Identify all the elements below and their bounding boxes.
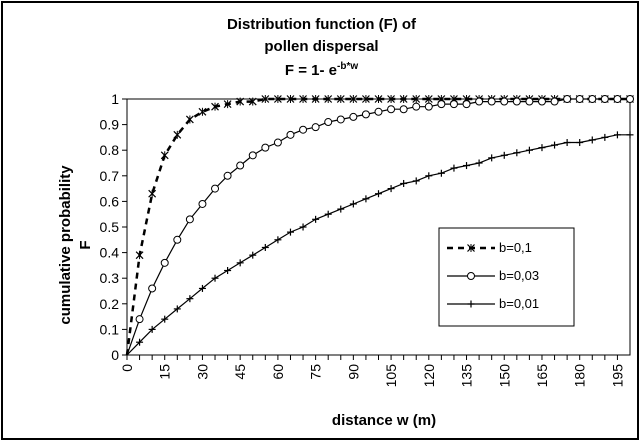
marker-circle	[349, 112, 358, 121]
marker-circle	[588, 95, 597, 103]
marker-circle	[399, 105, 408, 114]
marker-circle	[537, 97, 546, 106]
marker-circle	[374, 107, 383, 116]
x-tick-label: 120	[421, 364, 437, 388]
legend-entry-3: b=0,01	[447, 296, 539, 311]
legend: b=0,1 b=0,03 b=0,01	[438, 227, 575, 327]
marker-circle	[273, 138, 282, 147]
x-tick-label: 75	[308, 364, 324, 380]
marker-circle	[324, 118, 333, 127]
marker-circle	[286, 130, 295, 139]
x-tick-label: 30	[194, 364, 210, 380]
x-tick-label: 45	[232, 364, 248, 380]
legend-entry-2: b=0,03	[447, 268, 539, 283]
x-axis-title: distance w (m)	[332, 412, 436, 429]
marker-circle	[236, 161, 245, 170]
y-tick-label: 0.7	[100, 168, 120, 184]
x-tick-label: 105	[383, 364, 399, 388]
formula-exponent: -b*w	[337, 61, 359, 72]
y-tick-label: 0.9	[100, 117, 120, 133]
marker-circle	[148, 284, 157, 293]
marker-circle	[311, 123, 320, 132]
marker-circle	[462, 100, 471, 109]
y-tick-label: 0.5	[100, 219, 120, 235]
x-tick-label: 60	[270, 364, 286, 380]
marker-circle	[437, 100, 446, 109]
marker-circle	[500, 97, 509, 106]
x-tick-label: 15	[157, 364, 173, 380]
marker-circle	[512, 97, 521, 106]
marker-circle	[424, 102, 433, 111]
y-tick-label: 0.1	[100, 321, 120, 337]
legend-box	[438, 227, 575, 327]
marker-circle	[160, 258, 169, 267]
marker-circle	[135, 315, 144, 324]
y-tick-label: 1	[111, 91, 119, 107]
legend-entry-1: b=0,1	[447, 240, 532, 255]
marker-circle	[525, 97, 534, 106]
y-axis-title-line1: cumulative probability	[57, 165, 74, 325]
marker-circle	[223, 171, 232, 180]
y-tick-label: 0	[111, 347, 119, 363]
legend-label: b=0,03	[499, 268, 539, 283]
marker-circle	[299, 125, 308, 134]
y-tick-label: 0.3	[100, 270, 120, 286]
x-tick-label: 135	[459, 364, 475, 388]
marker-circle	[467, 272, 475, 280]
chart-title-line1: Distribution function (F) of	[226, 16, 417, 33]
axes: 0 0.1 0.2 0.3 0.4 0.5 0.6 0.7 0.8 0.9 1 0 15 30 45 60 75…	[100, 91, 631, 388]
y-tick-label: 0.4	[100, 245, 120, 261]
legend-label: b=0,1	[499, 240, 532, 255]
marker-circle	[575, 95, 584, 103]
marker-circle	[173, 235, 182, 244]
marker-circle	[211, 184, 220, 193]
marker-circle	[449, 100, 458, 109]
x-tick-label: 90	[345, 364, 361, 380]
marker-circle	[626, 95, 634, 103]
marker-circle	[198, 199, 207, 208]
marker-circle	[248, 151, 257, 160]
x-tick-label: 150	[496, 364, 512, 388]
chart-formula: F = 1- e-b*w	[0, 61, 643, 79]
series-group	[125, 95, 634, 356]
x-tick-label: 180	[572, 364, 588, 388]
chart-title-line2: pollen dispersal	[264, 38, 379, 55]
x-tick-label: 165	[534, 364, 550, 388]
marker-circle	[600, 95, 609, 103]
y-tick-label: 0.6	[100, 193, 120, 209]
marker-circle	[185, 215, 194, 224]
y-axis-title-line2: F	[77, 240, 94, 249]
marker-circle	[261, 143, 270, 152]
y-tick-label: 0.2	[100, 296, 120, 312]
marker-circle	[563, 95, 572, 103]
formula-prefix: F = 1- e	[284, 62, 337, 79]
marker-circle	[361, 110, 370, 119]
marker-circle	[550, 97, 559, 106]
marker-circle	[336, 115, 345, 124]
marker-circle	[613, 95, 622, 103]
marker-circle	[387, 105, 396, 114]
legend-label: b=0,01	[499, 296, 539, 311]
x-tick-label: 195	[609, 364, 625, 388]
marker-circle	[487, 97, 496, 106]
y-tick-label: 0.8	[100, 142, 120, 158]
series-2	[126, 95, 634, 356]
marker-circle	[475, 97, 484, 106]
series-3	[126, 131, 634, 356]
marker-circle	[412, 102, 421, 111]
x-tick-label: 0	[119, 364, 135, 372]
